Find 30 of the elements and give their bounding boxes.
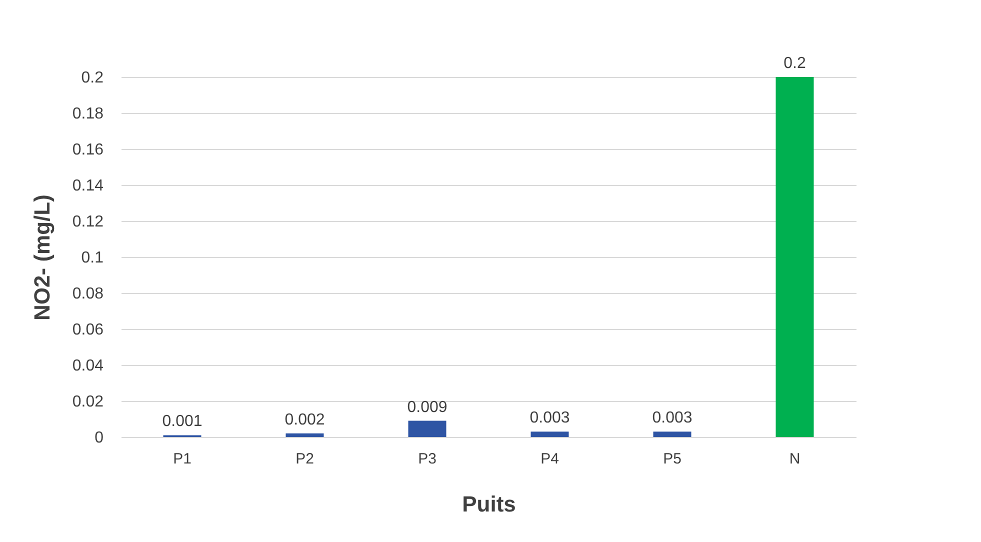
bar [530, 432, 569, 437]
x-tick-label: P3 [418, 450, 436, 468]
x-tick-label: P1 [173, 450, 192, 468]
data-label: 0.002 [284, 411, 325, 428]
y-tick-label: 0.04 [72, 358, 104, 374]
y-tick-label: 0.08 [72, 286, 104, 302]
data-label: 0.2 [784, 55, 806, 72]
y-tick-label: 0.2 [81, 70, 104, 86]
y-axis-title: NO2- (mg/L) [29, 194, 54, 320]
y-tick-label: 0.16 [72, 142, 104, 158]
y-tick-label: 0.1 [81, 250, 104, 266]
x-tick-label: P2 [296, 450, 314, 468]
data-label: 0.009 [407, 398, 448, 416]
x-axis-title: Puits [462, 492, 516, 516]
x-tick-label: P4 [540, 450, 559, 468]
y-tick-label: 0.14 [72, 178, 104, 194]
data-label: 0.003 [530, 410, 570, 427]
y-tick-label: 0.06 [72, 322, 104, 338]
x-tick-label: N [789, 450, 800, 468]
bar [408, 420, 446, 437]
data-label: 0.001 [162, 413, 202, 430]
y-tick-label: 0.18 [72, 106, 104, 122]
x-tick-label: P5 [663, 450, 682, 468]
data-label: 0.003 [652, 410, 692, 427]
bar [653, 432, 692, 437]
bar [776, 77, 814, 437]
y-tick-label: 0.12 [72, 214, 104, 230]
y-tick-label: 0.02 [72, 394, 104, 410]
bar [286, 433, 324, 437]
y-tick-label: 0 [94, 430, 104, 446]
